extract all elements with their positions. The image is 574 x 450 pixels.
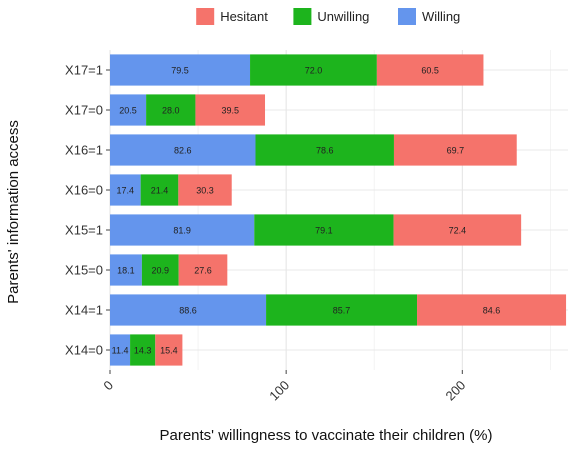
data-label-hesitant-x16-0: 30.3 <box>196 186 214 196</box>
data-label-unwilling-x14-1: 85.7 <box>333 306 351 316</box>
data-label-willing-x14-0: 11.4 <box>112 346 129 356</box>
bar-willing-x17-1 <box>110 54 251 86</box>
bar-unwilling-x15-1 <box>254 214 394 246</box>
data-label-willing-x15-0: 18.1 <box>117 266 135 276</box>
y-tick-label-x14-1: X14=1 <box>65 303 103 318</box>
data-label-unwilling-x17-1: 72.0 <box>305 66 323 76</box>
bar-willing-x16-0 <box>110 174 141 206</box>
bar-willing-x16-1 <box>110 134 256 166</box>
bar-hesitant-x17-0 <box>195 94 266 126</box>
legend-key-unwilling <box>293 8 312 25</box>
legend-key-willing <box>398 8 416 25</box>
y-axis-title: Parents' information access <box>5 120 22 304</box>
data-label-hesitant-x15-0: 27.6 <box>194 266 212 276</box>
legend-key-hesitant <box>196 8 215 25</box>
data-label-hesitant-x15-1: 72.4 <box>449 226 467 236</box>
legend-label-willing: Willing <box>422 9 460 24</box>
y-tick-label-x16-1: X16=1 <box>65 143 103 158</box>
x-axis-ticks: 0 100 200 <box>100 370 468 403</box>
bar-willing-x15-0 <box>110 254 142 286</box>
y-tick-label-x17-0: X17=0 <box>65 103 103 118</box>
bars: 79.5 72.0 60.5 20.5 28.0 39.5 82.6 78.6 69.7 17.4… <box>110 54 567 366</box>
data-label-willing-x15-1: 81.9 <box>173 226 191 236</box>
y-tick-label-x15-1: X15=1 <box>65 223 103 238</box>
data-label-unwilling-x15-1: 79.1 <box>315 226 333 236</box>
bar-hesitant-x15-1 <box>393 214 522 246</box>
data-label-unwilling-x15-0: 20.9 <box>152 266 170 276</box>
x-tick-label-100: 100 <box>266 378 292 404</box>
x-tick-label-200: 200 <box>442 378 468 404</box>
data-label-unwilling-x16-0: 21.4 <box>151 186 169 196</box>
data-label-unwilling-x16-1: 78.6 <box>316 146 334 156</box>
y-tick-label-x15-0: X15=0 <box>65 263 103 278</box>
data-label-hesitant-x17-1: 60.5 <box>421 66 439 76</box>
bar-willing-x15-1 <box>110 214 255 246</box>
bar-hesitant-x16-1 <box>393 134 517 166</box>
data-label-hesitant-x14-1: 84.6 <box>483 306 501 316</box>
data-label-hesitant-x16-1: 69.7 <box>447 146 465 156</box>
data-label-unwilling-x14-0: 14.3 <box>134 346 152 356</box>
bar-unwilling-x14-0 <box>130 334 156 366</box>
bar-hesitant-x15-0 <box>178 254 228 286</box>
x-axis-title: Parents' willingness to vaccinate their … <box>159 427 492 444</box>
bar-hesitant-x17-1 <box>376 54 484 86</box>
legend-label-hesitant: Hesitant <box>220 9 268 24</box>
bar-unwilling-x16-1 <box>255 134 394 166</box>
data-label-hesitant-x14-0: 15.4 <box>160 346 178 356</box>
data-label-willing-x17-0: 20.5 <box>119 106 137 116</box>
bar-unwilling-x16-0 <box>140 174 179 206</box>
y-tick-label-x17-1: X17=1 <box>65 63 103 78</box>
bar-unwilling-x14-1 <box>266 294 418 326</box>
data-label-hesitant-x17-0: 39.5 <box>221 106 239 116</box>
x-tick-label-0: 0 <box>100 378 116 394</box>
bar-unwilling-x17-0 <box>146 94 196 126</box>
bar-unwilling-x15-0 <box>141 254 179 286</box>
bar-willing-x17-0 <box>110 94 147 126</box>
y-tick-label-x16-0: X16=0 <box>65 183 103 198</box>
data-label-willing-x16-1: 82.6 <box>174 146 192 156</box>
legend-label-unwilling: Unwilling <box>317 9 369 24</box>
bar-willing-x14-1 <box>110 294 267 326</box>
legend: Hesitant Unwilling Willing <box>196 8 460 25</box>
y-axis-ticks: X17=1 X17=0 X16=1 X16=0 X15=1 X15=0 X14=1 X14=0 <box>65 63 110 358</box>
data-label-willing-x17-1: 79.5 <box>171 66 189 76</box>
data-label-unwilling-x17-0: 28.0 <box>162 106 180 116</box>
bar-hesitant-x14-0 <box>155 334 183 366</box>
bar-hesitant-x16-0 <box>178 174 232 206</box>
bar-willing-x14-0 <box>110 334 131 366</box>
data-label-willing-x14-1: 88.6 <box>179 306 197 316</box>
y-tick-label-x14-0: X14=0 <box>65 343 103 358</box>
data-label-willing-x16-0: 17.4 <box>117 186 135 196</box>
bar-hesitant-x14-1 <box>417 294 567 326</box>
bar-unwilling-x17-1 <box>250 54 377 86</box>
